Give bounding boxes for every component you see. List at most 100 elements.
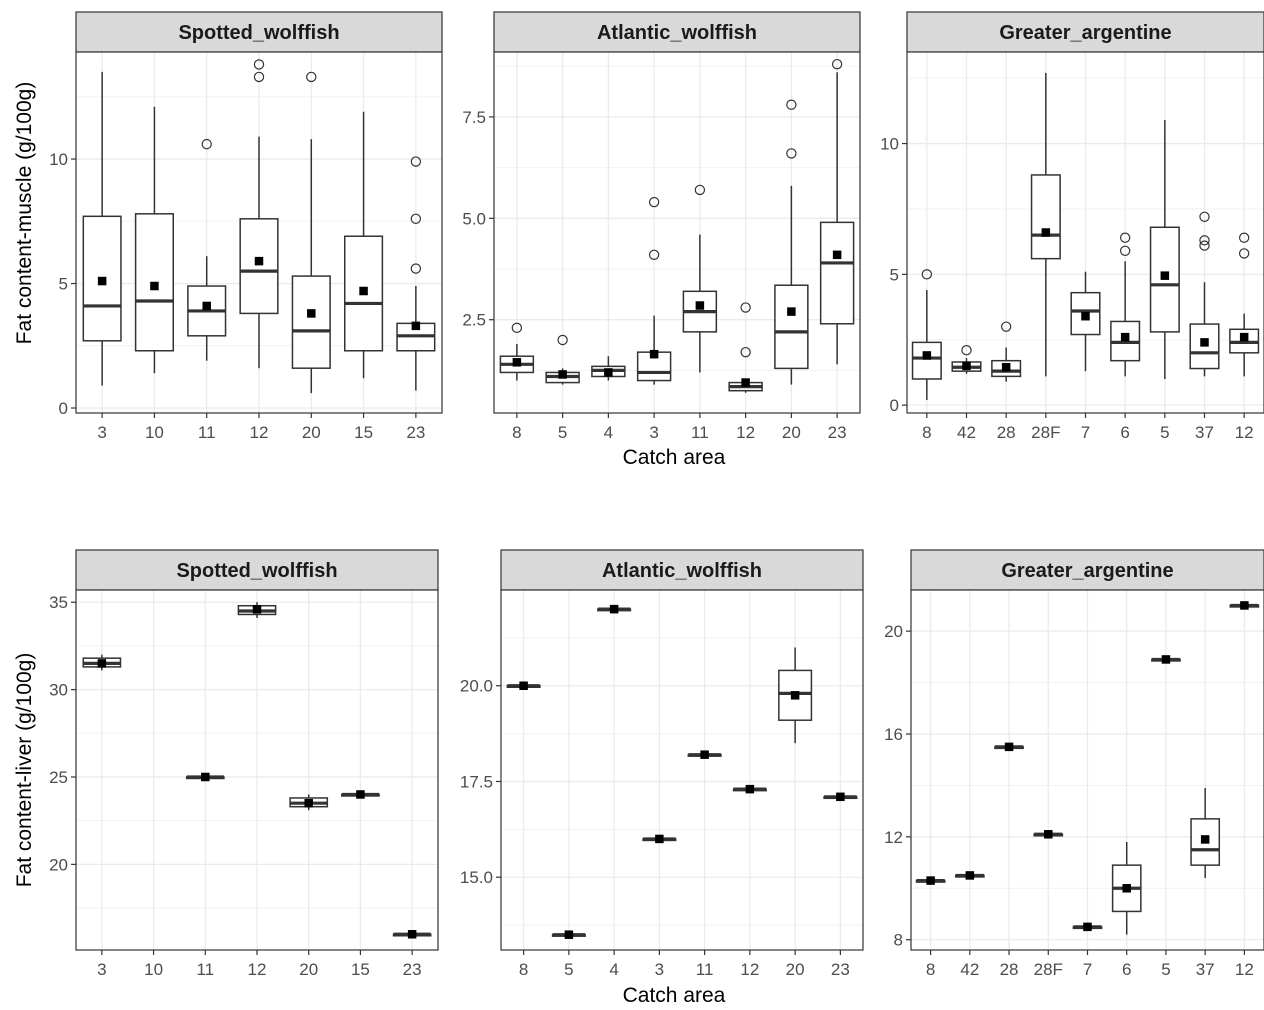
mean-marker bbox=[790, 691, 800, 700]
boxplot-3 bbox=[636, 196, 672, 385]
outlier-point bbox=[961, 345, 972, 356]
boxplot-5 bbox=[545, 334, 580, 385]
x-tick-label: 4 bbox=[609, 960, 618, 979]
boxplot-28 bbox=[991, 321, 1022, 382]
x-tick-label: 5 bbox=[564, 960, 573, 979]
boxplot-11 bbox=[187, 138, 227, 361]
boxplot-10 bbox=[134, 106, 175, 374]
mean-marker bbox=[1240, 601, 1249, 610]
outlier-point bbox=[1199, 240, 1210, 251]
y-tick-label: 5 bbox=[59, 275, 68, 294]
outlier-point bbox=[740, 346, 751, 358]
mean-marker bbox=[558, 370, 567, 379]
x-tick-label: 3 bbox=[97, 960, 106, 979]
boxplot-11 bbox=[682, 184, 718, 373]
boxplot-37 bbox=[1189, 211, 1220, 377]
facet-title: Atlantic_wolffish bbox=[597, 22, 757, 44]
mean-marker bbox=[741, 378, 750, 387]
facet-panel: Spotted_wolffish 0 5 10 3 10 11 12 20 15 23 bbox=[49, 11, 443, 442]
boxplot-7 bbox=[1070, 271, 1101, 372]
x-tick-label: 7 bbox=[1083, 960, 1092, 979]
x-tick-label: 11 bbox=[696, 960, 714, 979]
boxplot-8 bbox=[499, 322, 535, 381]
outlier-point bbox=[410, 263, 422, 274]
boxplot-5 bbox=[551, 930, 586, 939]
mean-marker bbox=[787, 307, 796, 316]
x-tick-label: 28F bbox=[1031, 423, 1060, 442]
panel-border bbox=[500, 589, 864, 951]
y-tick-label: 8 bbox=[894, 931, 903, 950]
x-tick-label: 10 bbox=[144, 960, 163, 979]
boxplot-12 bbox=[237, 602, 277, 618]
facet-panel: Atlantic_wolffish 2.5 5.0 7.5 8 5 4 3 11 12 20 23 bbox=[462, 11, 861, 442]
y-tick-label: 10 bbox=[49, 150, 68, 169]
mean-marker bbox=[1160, 271, 1170, 280]
mean-marker bbox=[564, 930, 574, 939]
facet-strip bbox=[906, 11, 1264, 53]
outlier-point bbox=[648, 196, 660, 208]
x-tick-label: 15 bbox=[354, 423, 373, 442]
boxplot-4 bbox=[591, 356, 626, 381]
boxplot-28F bbox=[1033, 830, 1064, 839]
mean-marker bbox=[604, 368, 613, 377]
boxplot-12 bbox=[728, 302, 763, 393]
mean-marker bbox=[304, 798, 313, 808]
outlier-point bbox=[511, 322, 523, 334]
x-tick-label: 11 bbox=[196, 960, 214, 979]
boxplot-12 bbox=[1229, 232, 1260, 377]
y-tick-label: 5 bbox=[890, 265, 899, 284]
outlier-point bbox=[1199, 235, 1210, 246]
x-tick-label: 11 bbox=[691, 423, 709, 442]
x-tick-label: 4 bbox=[604, 423, 613, 442]
x-tick-label: 23 bbox=[406, 423, 425, 442]
boxplot-8 bbox=[915, 876, 946, 885]
x-axis-title-bottom: Catch area bbox=[623, 984, 726, 1005]
y-tick-label: 20 bbox=[884, 622, 903, 641]
outlier-point bbox=[921, 269, 933, 280]
mean-marker bbox=[202, 301, 211, 311]
x-tick-label: 5 bbox=[558, 423, 567, 442]
boxplot-15 bbox=[341, 790, 380, 799]
mean-marker bbox=[407, 930, 417, 939]
boxplot-3 bbox=[642, 834, 677, 844]
y-tick-label: 30 bbox=[49, 681, 68, 700]
outlier-point bbox=[1119, 232, 1131, 243]
mean-marker bbox=[1041, 228, 1051, 237]
mean-marker bbox=[649, 349, 659, 359]
boxplot-12 bbox=[239, 59, 279, 369]
y-tick-label: 0 bbox=[890, 396, 899, 415]
mean-marker bbox=[609, 604, 619, 614]
x-tick-label: 28 bbox=[1000, 960, 1019, 979]
x-tick-label: 20 bbox=[786, 960, 805, 979]
boxplot-15 bbox=[343, 111, 384, 379]
iqr-box bbox=[239, 218, 279, 315]
boxplot-6 bbox=[1110, 232, 1141, 377]
boxplot-11 bbox=[687, 750, 722, 759]
boxplot-23 bbox=[396, 156, 436, 391]
y-axis-title-liver: Fat content-liver (g/100g) bbox=[13, 653, 36, 888]
y-tick-label: 20 bbox=[49, 855, 68, 874]
mean-marker bbox=[922, 351, 932, 360]
boxplot-5 bbox=[1151, 655, 1181, 664]
x-tick-label: 20 bbox=[782, 423, 801, 442]
iqr-box bbox=[1030, 174, 1061, 260]
boxplot-20 bbox=[774, 99, 809, 385]
mean-marker bbox=[252, 604, 262, 614]
mean-marker bbox=[307, 309, 316, 318]
x-tick-label: 23 bbox=[831, 960, 850, 979]
boxplot-42 bbox=[951, 345, 982, 374]
facet-panel: Greater_argentine 0 5 10 8 42 28 28F 7 6 5 37 12 bbox=[880, 11, 1264, 442]
x-tick-label: 12 bbox=[250, 423, 269, 442]
x-tick-label: 6 bbox=[1120, 423, 1129, 442]
mean-marker bbox=[201, 772, 210, 782]
x-tick-label: 12 bbox=[740, 960, 759, 979]
mean-marker bbox=[1122, 884, 1131, 893]
y-tick-label: 20.0 bbox=[460, 677, 493, 696]
mean-marker bbox=[926, 876, 935, 885]
facet-title: Greater_argentine bbox=[1001, 560, 1173, 582]
x-tick-label: 3 bbox=[655, 960, 664, 979]
outlier-point bbox=[1238, 232, 1250, 243]
mean-marker bbox=[512, 358, 522, 367]
